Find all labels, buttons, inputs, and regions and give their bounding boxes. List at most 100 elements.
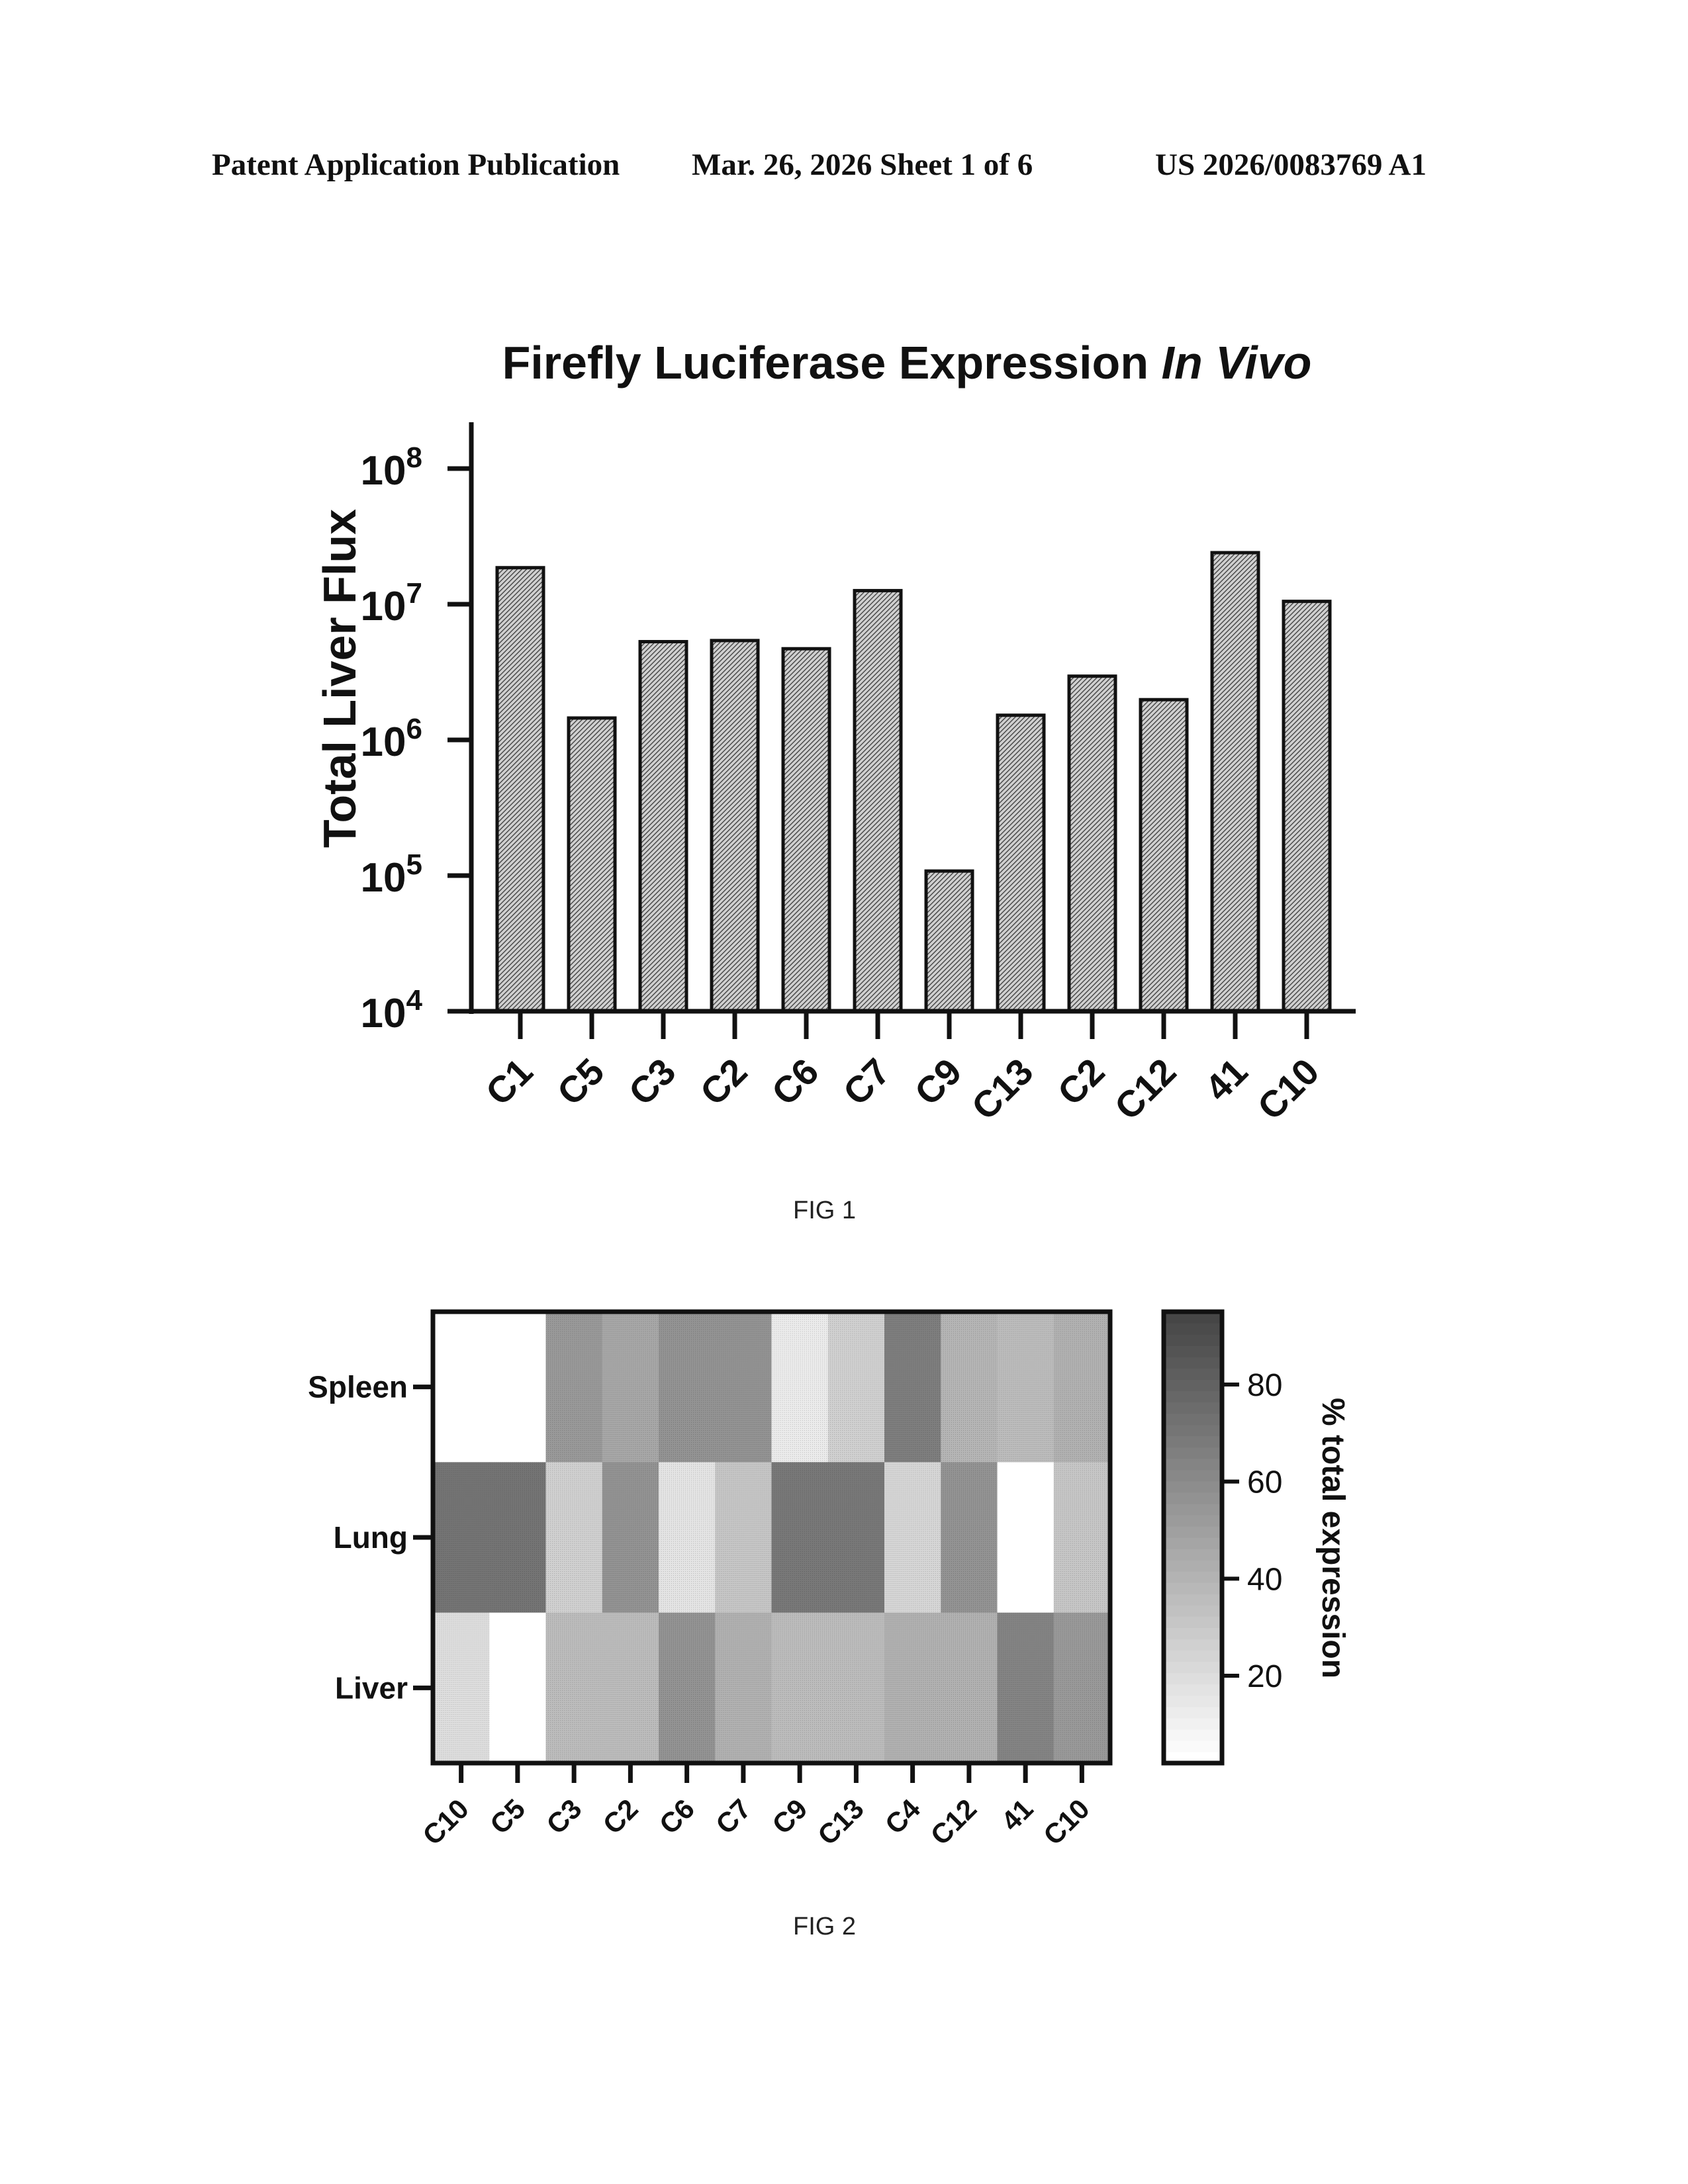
heatmap-cell-texture	[659, 1612, 716, 1764]
colorbar-segment	[1164, 1582, 1222, 1594]
bar-c13-8	[996, 713, 1046, 1013]
col-label: C3	[540, 1793, 587, 1840]
col-label: C5	[484, 1793, 531, 1840]
heatmap-cell-texture	[602, 1312, 659, 1463]
col-label: C13	[812, 1793, 870, 1851]
colorbar-segment	[1164, 1525, 1222, 1538]
heatmap-cell-texture	[715, 1312, 773, 1463]
y-tick-label: 104	[361, 984, 423, 1036]
colorbar-segment	[1164, 1717, 1222, 1730]
heatmap-cell-texture	[827, 1612, 885, 1764]
row-label-lung: Lung	[334, 1520, 408, 1555]
heatmap-cell-texture	[771, 1612, 829, 1764]
x-tick-label: C9	[906, 1050, 969, 1113]
heatmap-cell-texture	[489, 1462, 547, 1614]
bar-c2-9	[1067, 674, 1117, 1013]
colorbar-segment	[1164, 1729, 1222, 1741]
chart-title: Firefly Luciferase Expression In Vivo	[502, 337, 1312, 388]
x-tick-label: C10	[1249, 1050, 1327, 1125]
heatmap-cell-texture	[941, 1462, 998, 1614]
bar-c5-2	[567, 716, 617, 1013]
heatmap-cell-texture	[602, 1462, 659, 1614]
colorbar-segment	[1164, 1323, 1222, 1335]
heatmap-cell-texture	[827, 1462, 885, 1614]
heatmap-cell-texture	[771, 1462, 829, 1614]
bar-c3-3	[638, 640, 688, 1013]
heatmap-cell-texture	[659, 1312, 716, 1463]
colorbar-segment	[1164, 1594, 1222, 1606]
colorbar-segment	[1164, 1424, 1222, 1437]
colorbar-frame	[1161, 1309, 1225, 1766]
colorbar-segment	[1164, 1447, 1222, 1459]
heatmap-cell-texture	[997, 1612, 1055, 1764]
colorbar-segment	[1164, 1616, 1222, 1628]
colorbar-segment	[1164, 1571, 1222, 1583]
header-publication-type: Patent Application Publication	[212, 148, 620, 182]
col-label: C6	[653, 1793, 700, 1840]
heatmap-cell-texture	[545, 1612, 603, 1764]
heatmap-cell-texture	[941, 1612, 998, 1764]
x-tick-label: C12	[1106, 1050, 1184, 1125]
heatmap-cell-texture	[545, 1312, 603, 1463]
heatmap-cell-texture	[1053, 1462, 1111, 1614]
bar-c9-7	[924, 869, 974, 1013]
header-patent-number: US 2026/0083769 A1	[1155, 148, 1427, 182]
col-label: C7	[710, 1793, 757, 1840]
colorbar-segment	[1164, 1560, 1222, 1572]
col-label: C10	[1037, 1793, 1096, 1851]
colorbar-segment	[1164, 1469, 1222, 1482]
y-tick-label: 105	[361, 848, 422, 901]
heatmap-cell-spleen-2	[489, 1312, 547, 1463]
bar-c2-4	[710, 639, 760, 1013]
colorbar-segment	[1164, 1390, 1222, 1402]
bar-c12-10	[1139, 698, 1189, 1013]
colorbar-segment	[1164, 1345, 1222, 1357]
bar-c1-1	[495, 566, 545, 1013]
colorbar-segment	[1164, 1537, 1222, 1549]
heatmap-cell-texture	[715, 1612, 773, 1764]
x-tick-label: C7	[835, 1050, 898, 1113]
x-tick-label: 41	[1197, 1050, 1256, 1109]
heatmap-cell-texture	[602, 1612, 659, 1764]
colorbar-tick-label: 80	[1247, 1368, 1282, 1403]
y-tick-label: 108	[361, 441, 422, 494]
y-tick-label: 106	[361, 713, 422, 765]
colorbar-segment	[1164, 1672, 1222, 1685]
x-tick-label: C2	[1049, 1050, 1112, 1113]
colorbar-segment	[1164, 1706, 1222, 1719]
colorbar-label: % total expression	[1315, 1398, 1350, 1678]
colorbar-segment	[1164, 1402, 1222, 1414]
y-tick-label: 107	[361, 577, 422, 629]
colorbar-segment	[1164, 1458, 1222, 1471]
heatmap-cell-spleen-1	[433, 1312, 490, 1463]
colorbar-segment	[1164, 1695, 1222, 1707]
col-label: C12	[925, 1793, 983, 1851]
heatmap-cell-texture	[884, 1312, 941, 1463]
heatmap-cell-texture	[771, 1312, 829, 1463]
colorbar-segment	[1164, 1549, 1222, 1561]
colorbar-segment	[1164, 1334, 1222, 1346]
colorbar-segment	[1164, 1492, 1222, 1504]
colorbar-segment	[1164, 1627, 1222, 1640]
colorbar-segment	[1164, 1379, 1222, 1391]
col-label: C10	[416, 1793, 475, 1851]
bar-c7-6	[853, 588, 903, 1013]
bar-c6-5	[781, 647, 831, 1013]
fig2-caption: FIG 2	[793, 1913, 857, 1940]
heatmap-cell-texture	[941, 1312, 998, 1463]
page-header: Patent Application Publication Mar. 26, …	[0, 147, 1688, 187]
col-label: C4	[879, 1793, 927, 1841]
colorbar-tick-label: 60	[1247, 1465, 1282, 1500]
col-label: C9	[766, 1793, 813, 1840]
colorbar-segment	[1164, 1435, 1222, 1448]
x-tick-label: C6	[763, 1050, 826, 1113]
colorbar-segment	[1164, 1650, 1222, 1662]
colorbar-segment	[1164, 1413, 1222, 1426]
colorbar-segment	[1164, 1751, 1222, 1764]
col-label: C2	[597, 1793, 644, 1840]
col-label: 41	[995, 1793, 1039, 1837]
fig1-caption: FIG 1	[793, 1197, 857, 1224]
heatmap-cell-texture	[997, 1312, 1055, 1463]
colorbar-tick-label: 40	[1247, 1562, 1282, 1597]
